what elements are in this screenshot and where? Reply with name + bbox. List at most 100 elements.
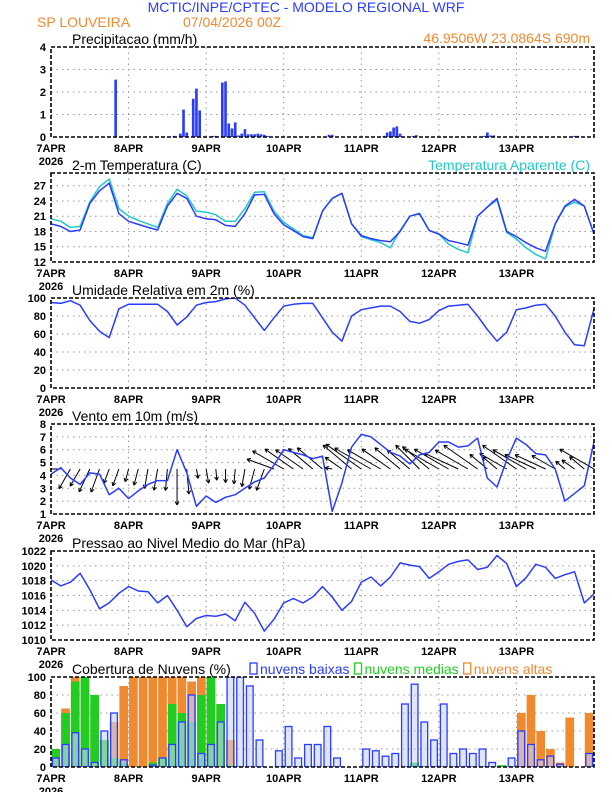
precip-bar (482, 135, 486, 137)
y-tick-label: 100 (28, 672, 46, 684)
wind-arrow (482, 444, 517, 470)
wind-arrow (132, 468, 139, 486)
x-tick-label: 10APR (266, 143, 302, 155)
wind-arrow (413, 448, 449, 470)
wind-arrow (504, 453, 537, 470)
x-tick-label: 7APR (36, 520, 65, 532)
precip-bar (489, 135, 492, 137)
wind-arrow (325, 443, 362, 470)
x-tick-label: 11APR (344, 143, 379, 155)
series-line (51, 178, 594, 260)
x-tick-label: 8APR (114, 394, 143, 406)
y-tick-label: 80 (34, 690, 46, 702)
y-tick-label: 1014 (22, 605, 47, 617)
precip-bar (195, 88, 198, 137)
plot-frame (50, 297, 595, 389)
legend-label: Temperatura Aparente (C) (428, 157, 590, 173)
cloud-bar (400, 703, 409, 767)
wind-arrow (324, 465, 333, 471)
wind-arrow (514, 454, 546, 470)
y-tick-label: 1012 (22, 620, 46, 632)
cloud-bar (362, 748, 371, 767)
cloud-bar (536, 731, 546, 767)
wind-arrow (223, 469, 228, 484)
cloud-bar (236, 677, 245, 767)
cloud-bar (138, 677, 148, 767)
y-tick-label: 18 (34, 226, 46, 238)
cloud-bar (167, 704, 177, 767)
precip-bar (243, 129, 247, 137)
x-tick-label: 13APR (499, 520, 535, 532)
wind-arrow (561, 459, 575, 470)
cloud-bar (430, 739, 439, 767)
cloud-bar (197, 752, 206, 767)
cloud-bar (565, 717, 575, 767)
precip-bar (220, 82, 224, 137)
temperature-panel: 12 15 18 21 24 27 7APR 8APR 9APR 10APR 11APR 12APR 1… (34, 157, 595, 293)
x-tick-label: 7APR (36, 773, 65, 785)
cloud-bar (90, 695, 99, 767)
y-tick-label: 7 (40, 432, 46, 444)
wind-arrow (264, 448, 294, 470)
cloud-bar (507, 757, 516, 767)
y-tick-label: 3 (40, 65, 46, 77)
wind-arrow (531, 455, 556, 470)
cloud-bar (245, 685, 254, 767)
wind-arrow (334, 447, 372, 470)
cloud-bar (206, 677, 216, 767)
wind-arrow (404, 448, 440, 470)
precip-bar (182, 109, 185, 137)
cloud-bar (158, 677, 167, 767)
cloud-bar (61, 743, 70, 767)
y-tick-label: 40 (34, 726, 46, 738)
panel-title: 2-m Temperatura (C) (72, 157, 202, 173)
cloud-bar (110, 712, 119, 767)
plot-frame (50, 423, 595, 515)
plot-frame (50, 172, 595, 263)
wind-arrow (205, 468, 211, 484)
cloud-bar (410, 683, 419, 767)
y-tick-label: 2 (40, 87, 46, 99)
cloud-bar (100, 730, 109, 767)
cloud-bar (61, 713, 70, 767)
precip-bar (227, 123, 231, 137)
cloud-bar (526, 695, 536, 767)
series-line (51, 554, 594, 632)
cloud-bar (80, 748, 89, 767)
x-tick-label: 10APR (266, 646, 302, 658)
precip-bar (253, 134, 256, 137)
precip-bar (237, 135, 240, 137)
wind-arrow (123, 468, 130, 483)
precip-bar (250, 134, 253, 137)
cloud-bar (584, 713, 594, 767)
wind-arrow (296, 447, 323, 470)
wind-arrow (214, 468, 219, 481)
cloud-bar (80, 677, 90, 767)
wind-arrow (395, 444, 420, 470)
wind-arrow (231, 468, 237, 485)
y-tick-label: 1010 (22, 635, 46, 647)
x-year-label: 2026 (39, 659, 63, 671)
cloud-bar (303, 743, 312, 767)
x-tick-label: 13APR (499, 143, 535, 155)
y-tick-label: 60 (34, 329, 46, 341)
cloud-bar (526, 743, 535, 767)
wind-arrow (374, 447, 401, 470)
marks (51, 433, 594, 513)
x-tick-label: 13APR (499, 394, 535, 406)
precip-bar (259, 134, 263, 137)
cloud-bar (517, 730, 526, 767)
precip-bar (224, 81, 227, 137)
plot-frame (50, 46, 595, 138)
y-tick-label: 3 (40, 483, 46, 495)
x-tick-label: 7APR (36, 646, 65, 658)
x-tick-label: 12APR (421, 520, 457, 532)
cloud-bar (177, 721, 186, 767)
wind-arrow (58, 468, 71, 490)
marks (51, 298, 594, 347)
wind-arrow (324, 456, 343, 470)
cloud-bar (420, 721, 429, 767)
cloud-bar (468, 752, 477, 767)
cloud-bar (196, 695, 206, 767)
y-tick-label: 1018 (22, 576, 46, 588)
